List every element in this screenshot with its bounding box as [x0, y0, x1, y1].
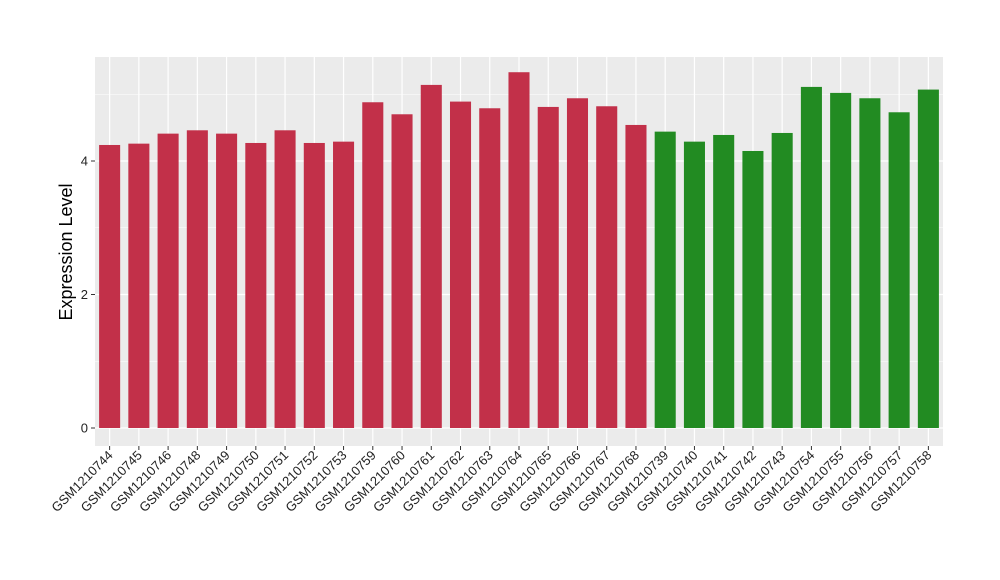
- bar: [245, 142, 267, 429]
- bar: [449, 101, 472, 428]
- bar: [713, 134, 735, 428]
- bar: [566, 98, 589, 428]
- bar: [508, 72, 530, 428]
- bar: [333, 141, 355, 428]
- bar: [625, 124, 647, 428]
- bar: [683, 141, 705, 428]
- bar: [917, 89, 939, 428]
- x-axis: GSM1210744GSM1210745GSM1210746GSM1210748…: [48, 446, 935, 515]
- bar: [186, 130, 208, 429]
- y-tick-label: 0: [81, 421, 88, 436]
- bar: [362, 102, 384, 428]
- bar: [274, 130, 296, 429]
- bar: [742, 150, 764, 429]
- bar: [479, 108, 501, 428]
- bar: [654, 131, 676, 428]
- bar: [830, 92, 852, 428]
- bar: [420, 84, 442, 428]
- bar: [303, 142, 325, 429]
- y-tick-label: 2: [81, 287, 88, 302]
- bar: [391, 114, 413, 429]
- y-axis: 0 2 4: [81, 154, 95, 436]
- bar: [128, 143, 150, 428]
- bar: [888, 112, 910, 429]
- bar: [800, 86, 822, 428]
- bar: [157, 133, 179, 428]
- y-tick-label: 4: [81, 154, 88, 169]
- bar: [216, 133, 238, 428]
- bar: [596, 106, 618, 428]
- bar: [537, 106, 559, 429]
- bars: [99, 72, 939, 429]
- y-axis-title: Expression Level: [56, 183, 76, 320]
- bar: [99, 144, 121, 429]
- bar: [771, 132, 793, 428]
- bar: [859, 98, 881, 428]
